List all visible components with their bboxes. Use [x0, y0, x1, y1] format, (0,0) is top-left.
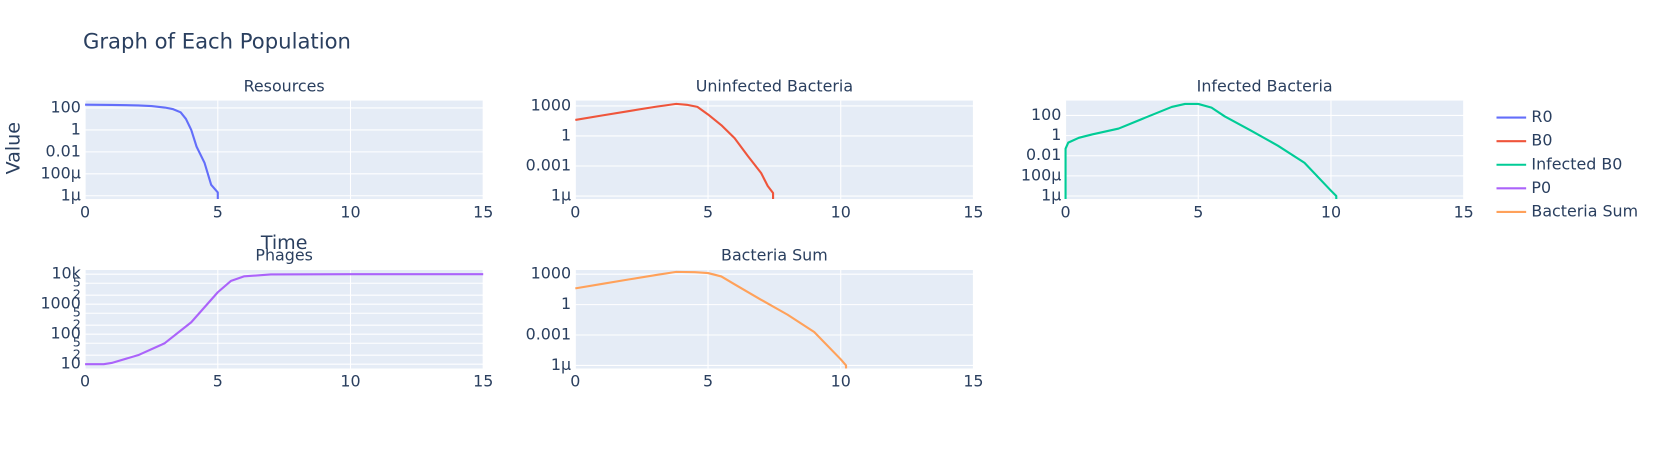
subplot-title: Uninfected Bacteria	[696, 76, 853, 95]
x-tick-label: 10	[340, 202, 360, 221]
y-tick-label: 5	[73, 305, 81, 320]
x-tick-label: 15	[963, 372, 983, 391]
plot-background	[1065, 100, 1464, 200]
y-tick-label: 1	[1051, 125, 1061, 144]
x-tick-label: 10	[831, 202, 851, 221]
data-line	[85, 273, 484, 366]
y-tick-label: 0.01	[1026, 145, 1061, 164]
y-tick-label: 100µ	[40, 163, 80, 182]
x-tick-label: 0	[570, 202, 580, 221]
y-tick-label: 100µ	[1021, 165, 1061, 184]
y-tick-label: 1	[561, 294, 571, 313]
y-tick-label: 5	[73, 335, 81, 350]
x-axis-title: Time	[260, 232, 308, 254]
plot-background	[85, 270, 484, 369]
plot-background	[575, 100, 974, 200]
x-tick-label: 10	[1321, 202, 1341, 221]
y-tick-label: 0.001	[526, 325, 571, 344]
y-tick-label: 2	[73, 287, 81, 302]
y-tick-label: 1µ	[551, 186, 571, 205]
x-tick-label: 5	[1193, 202, 1203, 221]
subplot-title: Infected Bacteria	[1197, 76, 1333, 95]
y-tick-label: 100	[51, 324, 81, 343]
subplot-title: Phages	[255, 246, 312, 265]
x-tick-label: 15	[963, 202, 983, 221]
y-tick-label: 0.01	[45, 141, 80, 160]
data-line	[85, 103, 219, 200]
y-tick-label: 10k	[51, 264, 81, 283]
y-tick-label: 1	[71, 119, 81, 138]
y-tick-label: 100	[1031, 105, 1061, 124]
y-tick-label: 1	[561, 125, 571, 144]
y-tick-label: 2	[73, 317, 81, 332]
y-tick-label: 100	[51, 97, 81, 116]
x-tick-label: 0	[80, 202, 90, 221]
x-tick-label: 10	[340, 372, 360, 391]
x-tick-label: 0	[80, 372, 90, 391]
x-tick-label: 5	[703, 202, 713, 221]
y-axis-title: Value	[3, 122, 25, 174]
subplot-title: Bacteria Sum	[721, 246, 828, 265]
y-tick-label: 1µ	[551, 355, 571, 374]
y-tick-label: 0.001	[526, 155, 571, 174]
x-tick-label: 15	[473, 372, 493, 391]
figure-title: Graph of Each Population	[83, 28, 351, 53]
x-tick-label: 5	[703, 372, 713, 391]
x-tick-label: 5	[213, 202, 223, 221]
data-line	[1064, 102, 1338, 200]
x-tick-label: 0	[1061, 202, 1071, 221]
legend-label: P0	[1531, 178, 1551, 197]
y-tick-label: 1000	[40, 294, 80, 313]
x-tick-label: 0	[570, 372, 580, 391]
x-tick-label: 5	[213, 372, 223, 391]
y-tick-label: 1µ	[1041, 186, 1061, 205]
y-tick-label: 10	[61, 354, 81, 373]
legend-label: Bacteria Sum	[1531, 201, 1638, 220]
legend-label: B0	[1531, 131, 1552, 150]
subplot-title: Resources	[244, 76, 325, 95]
plot-background	[85, 100, 484, 200]
y-tick-label: 1000	[531, 264, 571, 283]
x-tick-label: 15	[1454, 202, 1474, 221]
y-tick-label: 1000	[531, 95, 571, 114]
x-tick-label: 10	[831, 372, 851, 391]
legend-label: R0	[1531, 107, 1552, 126]
legend-label: Infected B0	[1531, 154, 1622, 173]
plot-background	[575, 270, 974, 369]
data-line	[575, 102, 775, 200]
x-tick-label: 15	[473, 202, 493, 221]
y-tick-label: 1µ	[61, 185, 81, 204]
data-line	[575, 270, 848, 369]
y-tick-label: 5	[73, 275, 81, 290]
y-tick-label: 2	[73, 347, 81, 362]
